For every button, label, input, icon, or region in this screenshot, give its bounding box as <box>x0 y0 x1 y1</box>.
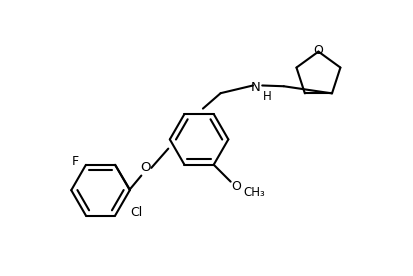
Text: H: H <box>262 90 271 103</box>
Text: CH₃: CH₃ <box>242 186 264 199</box>
Text: F: F <box>71 155 78 168</box>
Text: O: O <box>230 180 240 193</box>
Text: O: O <box>313 44 323 57</box>
Text: Cl: Cl <box>130 206 142 219</box>
Text: O: O <box>140 161 151 174</box>
Text: N: N <box>251 81 260 94</box>
